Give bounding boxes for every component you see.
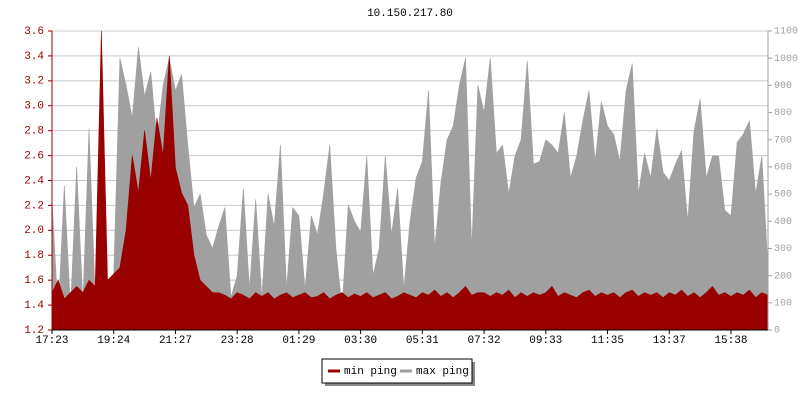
y2-tick-label: 400: [774, 217, 792, 228]
y2-tick-label: 1100: [774, 27, 798, 38]
y2-tick-label: 500: [774, 190, 792, 201]
legend-box: [321, 358, 473, 384]
x-tick-label: 21:27: [159, 335, 192, 347]
legend-label: min ping: [344, 366, 397, 378]
y2-tick-label: 200: [774, 271, 792, 282]
x-tick-label: 17:23: [35, 335, 68, 347]
y2-tick-label: 1000: [774, 54, 798, 65]
y-tick-label: 3.0: [24, 101, 44, 113]
x-tick-label: 19:24: [97, 335, 130, 347]
y2-tick-label: 700: [774, 135, 792, 146]
y-tick-label: 2.4: [24, 175, 44, 187]
y-tick-label: 3.6: [24, 26, 44, 38]
x-tick-label: 15:38: [714, 335, 747, 347]
y-tick-label: 3.4: [24, 51, 44, 63]
y-tick-label: 2.8: [24, 126, 44, 138]
y2-tick-label: 100: [774, 298, 792, 309]
y2-tick-label: 600: [774, 163, 792, 174]
x-tick-label: 13:37: [653, 335, 686, 347]
y-tick-label: 1.6: [24, 275, 44, 287]
y2-tick-label: 300: [774, 244, 792, 255]
x-tick-label: 01:29: [282, 335, 315, 347]
y-tick-label: 3.2: [24, 76, 44, 88]
y-tick-label: 1.2: [24, 325, 44, 337]
series-area: [51, 47, 769, 331]
y-tick-label: 2.6: [24, 150, 44, 162]
y-tick-label: 2.2: [24, 200, 44, 212]
x-tick-label: 05:31: [406, 335, 439, 347]
x-tick-label: 11:35: [591, 335, 624, 347]
x-tick-label: 09:33: [529, 335, 562, 347]
y-tick-label: 1.4: [24, 300, 44, 312]
series-area: [51, 30, 769, 331]
x-tick-label: 07:32: [468, 335, 501, 347]
y-tick-label: 1.8: [24, 250, 44, 262]
x-tick-label: 03:30: [344, 335, 377, 347]
chart-title: 10.150.217.80: [367, 8, 453, 20]
legend-label: max ping: [416, 366, 469, 378]
x-tick-label: 23:28: [221, 335, 254, 347]
y2-tick-label: 0: [774, 326, 780, 337]
y2-tick-label: 900: [774, 81, 792, 92]
y2-tick-label: 800: [774, 108, 792, 119]
y-tick-label: 2.0: [24, 225, 44, 237]
